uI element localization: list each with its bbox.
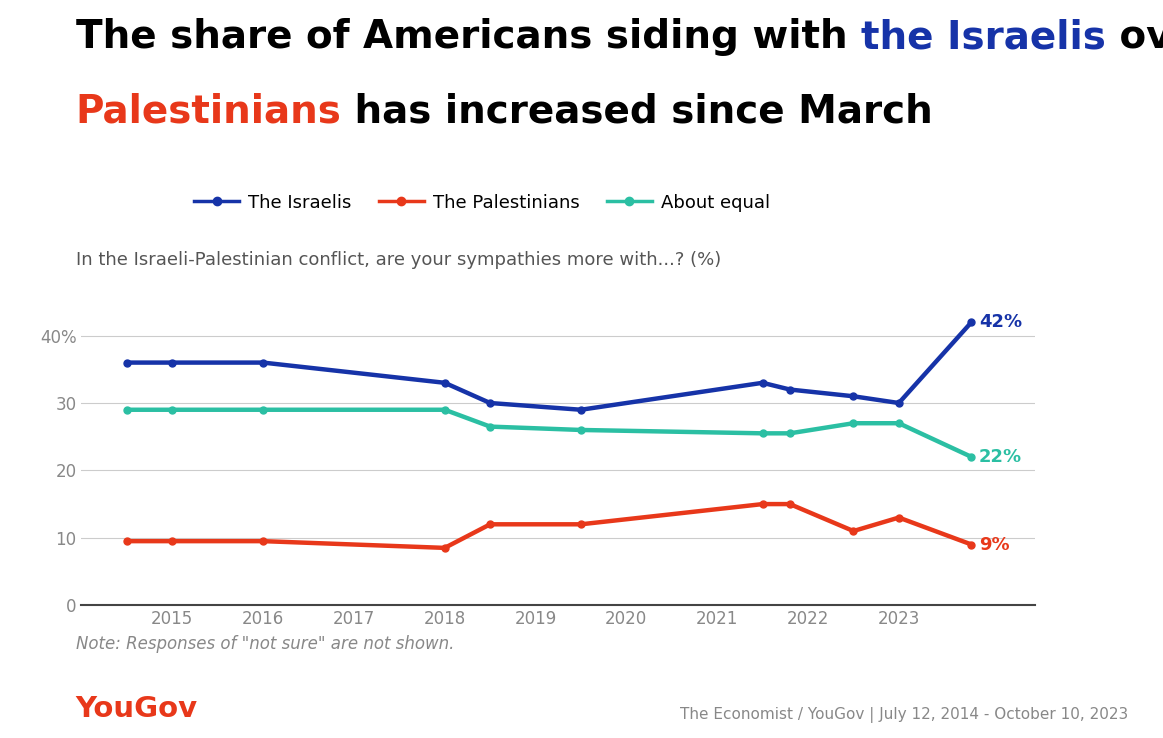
Text: 22%: 22% [979,448,1022,466]
Text: Note: Responses of "not sure" are not shown.: Note: Responses of "not sure" are not sh… [76,635,454,653]
Text: 9%: 9% [979,536,1009,554]
Text: The share of Americans siding with: The share of Americans siding with [76,18,861,56]
Text: The Economist / YouGov | July 12, 2014 - October 10, 2023: The Economist / YouGov | July 12, 2014 -… [680,707,1128,723]
Legend: The Israelis, The Palestinians, About equal: The Israelis, The Palestinians, About eq… [187,187,777,219]
Text: YouGov: YouGov [76,695,198,723]
Text: In the Israeli-Palestinian conflict, are your sympathies more with...? (%): In the Israeli-Palestinian conflict, are… [76,252,721,269]
Text: the Israelis: the Israelis [861,18,1106,56]
Text: over: over [1106,18,1163,56]
Text: has increased since March: has increased since March [342,92,933,130]
Text: 42%: 42% [979,313,1022,331]
Text: Palestinians: Palestinians [76,92,342,130]
